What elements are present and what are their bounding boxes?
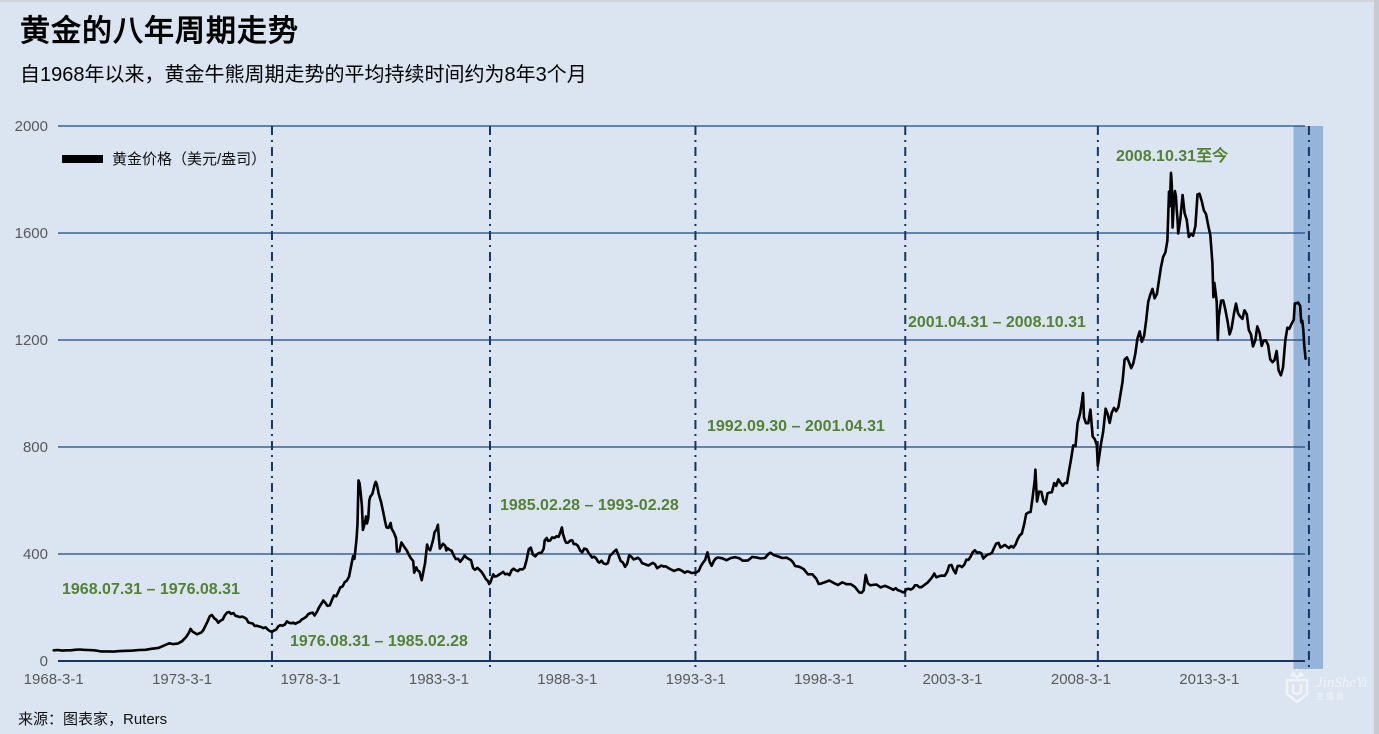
cycle-annotation-2: 1976.08.31 – 1985.02.28 xyxy=(290,633,468,650)
cycle-annotation-6: 2008.10.31至今 xyxy=(1116,148,1229,165)
x-tick-label: 1988-3-1 xyxy=(537,671,597,688)
y-tick-label: 0 xyxy=(40,653,48,670)
chart-legend: 黄金价格（美元/盎司） xyxy=(62,148,266,169)
y-tick-label: 1600 xyxy=(15,225,48,242)
window-right-edge xyxy=(1374,0,1379,734)
x-tick-label: 2003-3-1 xyxy=(922,671,982,688)
legend-line-swatch-icon xyxy=(62,154,103,163)
x-tick-label: 1968-3-1 xyxy=(24,671,84,688)
y-tick-label: 400 xyxy=(23,546,48,563)
chart-header: 黄金的八年周期走势 自1968年以来，黄金牛熊周期走势的平均持续时间约为8年3个… xyxy=(20,14,587,87)
x-tick-label: 1973-3-1 xyxy=(152,671,212,688)
x-tick-label: 1998-3-1 xyxy=(794,671,854,688)
gold-price-line xyxy=(52,171,1307,653)
cycle-annotation-1: 1968.07.31 – 1976.08.31 xyxy=(62,581,240,598)
window-top-edge xyxy=(0,0,1379,2)
x-tick-label: 1993-3-1 xyxy=(666,671,726,688)
x-tick-label: 1983-3-1 xyxy=(409,671,469,688)
legend-label: 黄金价格（美元/盎司） xyxy=(112,151,267,168)
y-tick-label: 1200 xyxy=(15,332,48,349)
current-cycle-band xyxy=(1293,126,1324,669)
source-note: 来源：图表家，Ruters xyxy=(18,711,168,728)
y-tick-label: 2000 xyxy=(15,118,48,135)
x-tick-label: 1978-3-1 xyxy=(280,671,340,688)
page-title: 黄金的八年周期走势 xyxy=(20,15,299,48)
page-subtitle: 自1968年以来，黄金牛熊周期走势的平均持续时间约为8年3个月 xyxy=(20,64,587,86)
cycle-annotation-3: 1985.02.28 – 1993-02.28 xyxy=(500,497,679,514)
y-tick-label: 800 xyxy=(23,439,48,456)
cycle-annotation-5: 2001.04.31 – 2008.10.31 xyxy=(908,314,1086,331)
x-tick-label: 2008-3-1 xyxy=(1051,671,1111,688)
x-tick-label: 2013-3-1 xyxy=(1179,671,1239,688)
cycle-annotation-4: 1992.09.30 – 2001.04.31 xyxy=(707,418,885,435)
